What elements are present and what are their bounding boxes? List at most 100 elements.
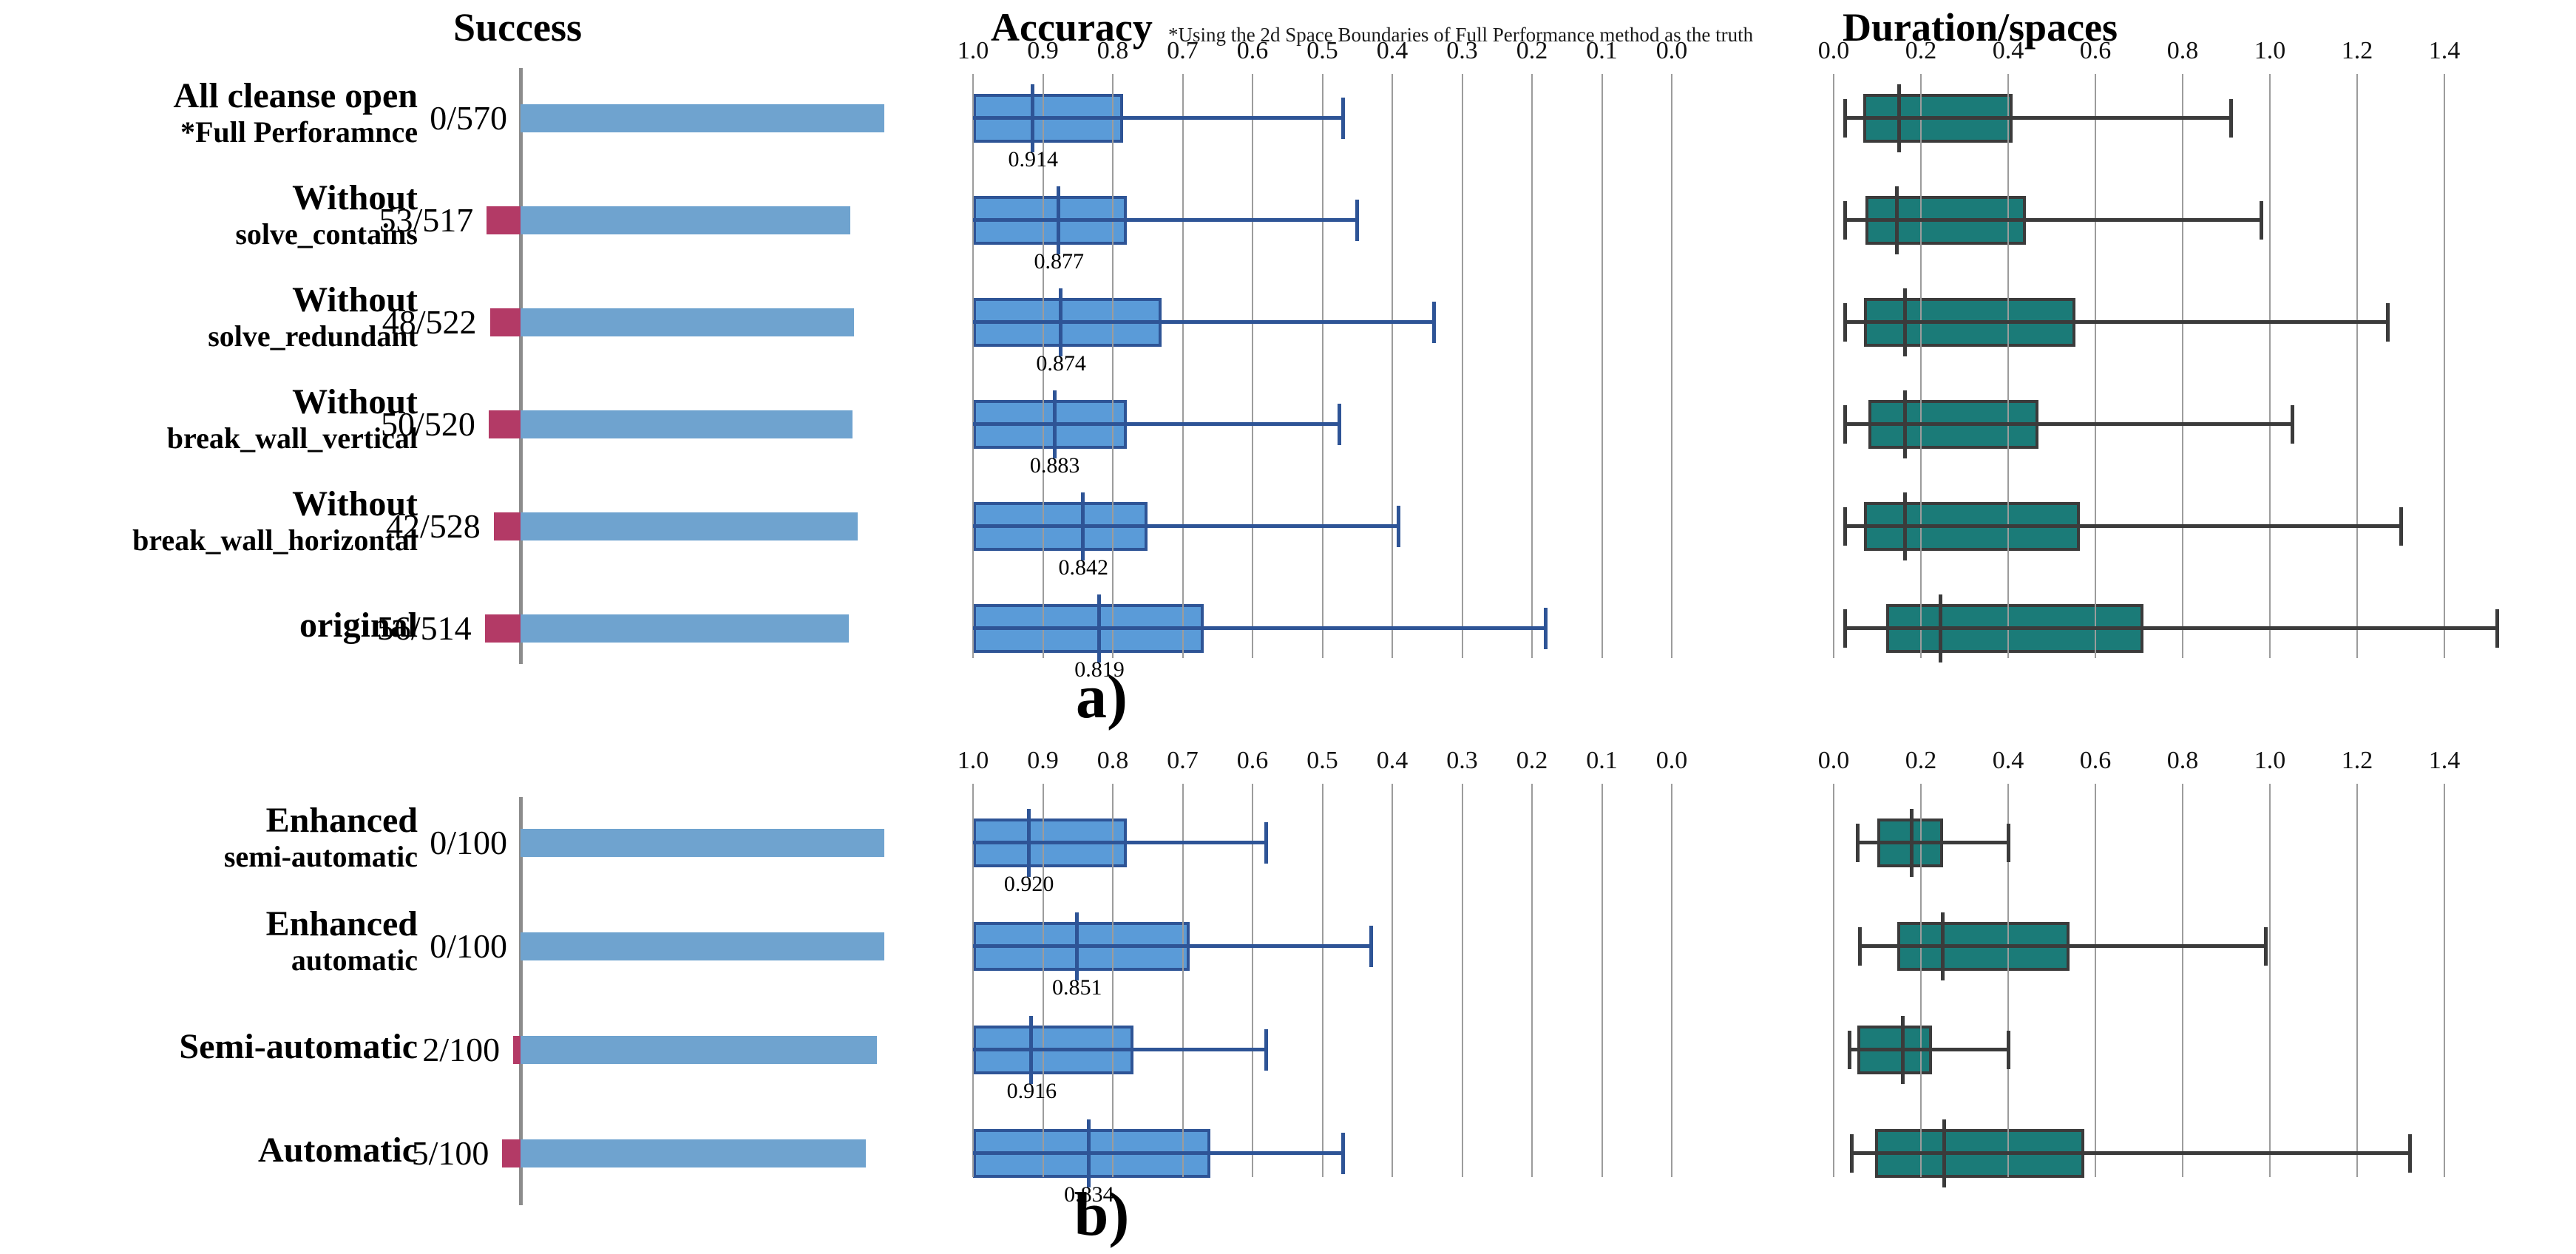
duration-median-line — [1938, 594, 1942, 662]
row-label-line1: All cleanse open — [173, 76, 418, 115]
row-label-line2: break_wall_horizontal — [132, 523, 418, 557]
accuracy-grid-line — [1461, 74, 1463, 658]
duration-grid-line — [2356, 74, 2358, 658]
duration-whisker-cap-min — [1843, 99, 1847, 138]
row-label-line2: automatic — [291, 943, 418, 977]
success-bar-blue — [521, 308, 854, 336]
accuracy-tick-label: 0.3 — [1446, 747, 1478, 774]
accuracy-grid-line — [972, 784, 974, 1177]
duration-median-line — [1940, 912, 1945, 980]
row-label-line1: Enhanced — [265, 801, 418, 840]
accuracy-whisker-line — [973, 320, 1434, 324]
accuracy-tick-label: 0.9 — [1027, 37, 1059, 64]
row-label-line1: Without — [292, 178, 418, 217]
duration-whisker-cap-max — [2228, 99, 2233, 138]
success-bar-red — [513, 1036, 521, 1064]
success-bar-blue — [521, 1139, 867, 1167]
accuracy-median-line — [1074, 912, 1079, 980]
row-label-line1: Automatic — [258, 1131, 418, 1170]
row-label-line1: Without — [292, 280, 418, 319]
accuracy-tick-label: 0.3 — [1446, 37, 1478, 64]
row-label: Without solve_contains — [0, 178, 418, 251]
duration-median-line — [1894, 186, 1899, 254]
duration-whisker-cap-min — [1849, 1134, 1854, 1173]
duration-tick-label: 0.2 — [1905, 37, 1937, 64]
accuracy-grid-line — [1601, 74, 1603, 658]
accuracy-tick-label: 0.7 — [1167, 37, 1199, 64]
duration-tick-label: 1.4 — [2428, 37, 2461, 64]
success-bar-blue — [521, 104, 884, 132]
accuracy-grid-line — [1042, 74, 1044, 658]
accuracy-whisker-line — [973, 1151, 1343, 1155]
accuracy-grid-line — [1392, 784, 1393, 1177]
accuracy-tick-label: 0.6 — [1236, 37, 1269, 64]
accuracy-grid-line — [1531, 74, 1533, 658]
accuracy-tick-label: 0.6 — [1236, 747, 1269, 774]
row-label-line1: Enhanced — [265, 904, 418, 943]
success-count-label: 0/100 — [430, 824, 507, 861]
row-label-line2: semi-automatic — [223, 839, 418, 873]
duration-grid-line — [2007, 784, 2009, 1177]
accuracy-whisker-cap — [1355, 200, 1359, 241]
accuracy-grid-line — [1252, 784, 1253, 1177]
duration-grid-line — [2269, 74, 2271, 658]
row-label: Automatic — [0, 1131, 418, 1170]
accuracy-median-line — [1029, 1016, 1034, 1084]
success-bar-blue — [521, 614, 849, 643]
duration-grid-line — [2095, 74, 2096, 658]
duration-tick-label: 0.6 — [2079, 37, 2112, 64]
accuracy-tick-label: 0.7 — [1167, 747, 1199, 774]
accuracy-tick-label: 0.4 — [1376, 747, 1409, 774]
duration-whisker-cap-max — [2495, 609, 2499, 648]
row-label-line1: Semi-automatic — [179, 1027, 418, 1066]
accuracy-median-label: 0.914 — [1008, 147, 1059, 172]
success-axis-line — [519, 68, 523, 664]
row-label: original — [0, 606, 418, 645]
success-axis-line — [519, 797, 523, 1205]
accuracy-tick-label: 0.5 — [1306, 747, 1338, 774]
success-count-label: 53/517 — [379, 201, 474, 239]
duration-tick-label: 0.0 — [1817, 747, 1850, 774]
success-bar-red — [484, 614, 521, 643]
duration-tick-label: 0.2 — [1905, 747, 1937, 774]
row-label: Semi-automatic — [0, 1027, 418, 1067]
accuracy-whisker-line — [973, 116, 1343, 120]
duration-tick-label: 1.0 — [2254, 37, 2286, 64]
accuracy-median-line — [1057, 186, 1061, 254]
accuracy-grid-line — [1671, 784, 1672, 1177]
success-bar-red — [502, 1139, 521, 1167]
row-label-line2: break_wall_vertical — [166, 421, 418, 455]
accuracy-whisker-cap — [1338, 404, 1342, 445]
success-bar-red — [487, 206, 521, 234]
success-bar-blue — [521, 1036, 878, 1064]
accuracy-median-line — [1052, 390, 1057, 458]
accuracy-median-line — [1059, 288, 1063, 356]
duration-column-title: Duration/spaces — [1843, 5, 2118, 50]
duration-whisker-cap-min — [1843, 303, 1847, 342]
success-bar-blue — [521, 410, 853, 438]
duration-median-line — [1903, 288, 1908, 356]
row-label: Enhanced automatic — [0, 904, 418, 977]
accuracy-tick-label: 0.0 — [1655, 37, 1688, 64]
duration-grid-line — [1833, 74, 1834, 658]
accuracy-median-label: 0.842 — [1058, 555, 1109, 580]
success-column-title: Success — [453, 5, 582, 50]
accuracy-median-label: 0.874 — [1036, 351, 1086, 376]
duration-whisker-cap-min — [1843, 609, 1847, 648]
accuracy-median-line — [1086, 1119, 1091, 1187]
accuracy-median-label: 0.819 — [1074, 657, 1125, 682]
accuracy-tick-label: 0.2 — [1516, 747, 1548, 774]
duration-whisker-cap-min — [1858, 927, 1862, 966]
duration-tick-label: 0.4 — [1992, 747, 2024, 774]
accuracy-tick-label: 1.0 — [957, 37, 989, 64]
duration-whisker-line — [1844, 320, 2388, 324]
panel-a-caption: a) — [1076, 662, 1128, 731]
success-count-label: 48/522 — [382, 303, 477, 341]
duration-whisker-line — [1844, 524, 2401, 528]
duration-whisker-cap-max — [2399, 507, 2403, 546]
row-label: Without solve_redundant — [0, 280, 418, 353]
success-bar-blue — [521, 932, 884, 960]
row-label: Without break_wall_vertical — [0, 382, 418, 455]
duration-tick-label: 0.6 — [2079, 747, 2112, 774]
